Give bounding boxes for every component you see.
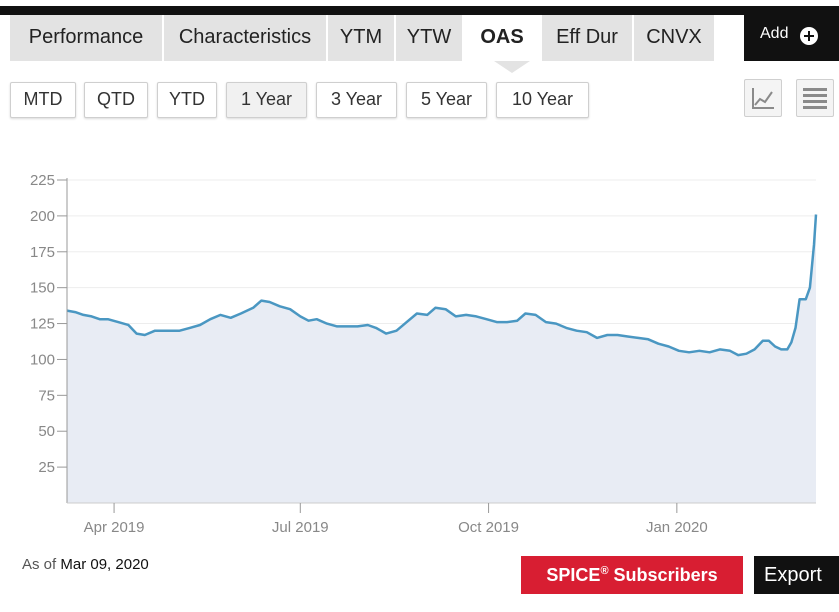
tab-characteristics[interactable]: Characteristics — [164, 15, 326, 61]
y-tick-label: 50 — [38, 423, 55, 440]
x-tick-label: Jan 2020 — [646, 519, 708, 536]
tab-oas[interactable]: OAS — [464, 15, 540, 61]
range-1-year[interactable]: 1 Year — [226, 82, 307, 118]
range-ytd[interactable]: YTD — [157, 82, 217, 118]
y-tick-label: 100 — [30, 351, 55, 368]
oas-chart: 25 50 75 100 125 150 175 200 225 Apr 2019 Jul 2019… — [30, 172, 818, 536]
menu-icon — [803, 88, 827, 109]
metric-tabs: Performance Characteristics YTM YTW OAS … — [10, 15, 716, 61]
range-qtd[interactable]: QTD — [84, 82, 148, 118]
spice-label: SPICE — [546, 565, 601, 585]
tab-performance[interactable]: Performance — [10, 15, 162, 61]
registered-mark: ® — [600, 565, 609, 577]
active-tab-caret — [494, 61, 530, 73]
y-tick-label: 125 — [30, 316, 55, 333]
spice-subscribers-button[interactable]: SPICE® Subscribers — [521, 556, 743, 594]
x-tick-label: Oct 2019 — [458, 519, 519, 536]
line-chart-view-icon — [752, 88, 774, 109]
y-tick-label: 75 — [38, 387, 55, 404]
range-mtd[interactable]: MTD — [10, 82, 76, 118]
line-chart-view-button[interactable] — [744, 79, 782, 117]
y-tick-label: 175 — [30, 244, 55, 261]
range-10-year[interactable]: 10 Year — [496, 82, 589, 118]
y-tick-label: 200 — [30, 208, 55, 225]
range-3-year[interactable]: 3 Year — [316, 82, 397, 118]
series-area — [67, 214, 816, 503]
tab-ytm[interactable]: YTM — [328, 15, 394, 61]
x-tick-label: Apr 2019 — [84, 519, 145, 536]
range-5-year[interactable]: 5 Year — [406, 82, 487, 118]
x-tick-label: Jul 2019 — [272, 519, 329, 536]
plus-circle-icon — [800, 27, 818, 45]
as-of-label: As of — [22, 556, 57, 573]
series-line — [66, 214, 818, 357]
menu-button[interactable] — [796, 79, 834, 117]
add-button-label: Add — [760, 25, 789, 42]
tab-cnvx[interactable]: CNVX — [634, 15, 714, 61]
as-of-text: As of Mar 09, 2020 — [22, 556, 149, 573]
y-tick-label: 25 — [38, 459, 55, 476]
spice-suffix: Subscribers — [608, 565, 718, 585]
y-tick-label: 225 — [30, 172, 55, 189]
top-rule — [0, 6, 839, 15]
add-button[interactable]: Add — [744, 15, 839, 61]
tab-eff-dur[interactable]: Eff Dur — [542, 15, 632, 61]
tab-ytw[interactable]: YTW — [396, 15, 462, 61]
export-button[interactable]: Export — [754, 556, 839, 594]
y-tick-label: 150 — [30, 280, 55, 297]
as-of-date: Mar 09, 2020 — [60, 556, 149, 573]
